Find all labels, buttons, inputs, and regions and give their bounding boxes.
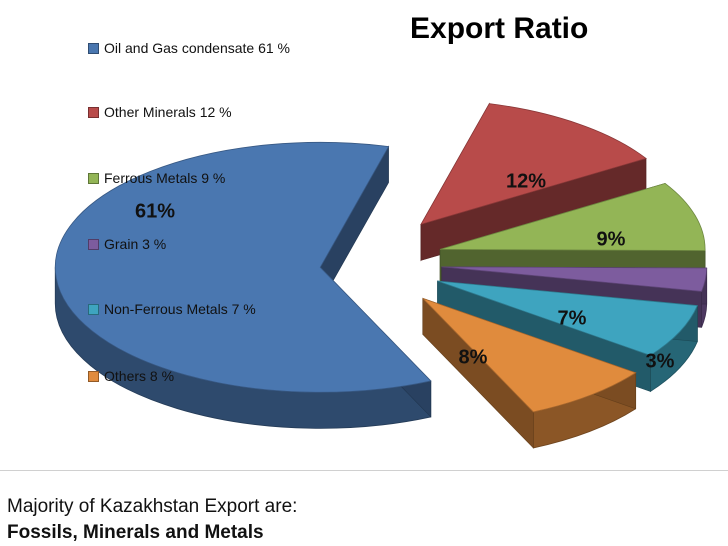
data-label-others: 8% — [458, 346, 488, 369]
caption: Majority of Kazakhstan Export are: Fossi… — [7, 494, 297, 546]
legend-label: Oil and Gas condensate 61 % — [104, 40, 291, 56]
slice-ferrous-metals — [439, 182, 706, 251]
slice-grain — [441, 266, 708, 292]
legend-item-other-minerals: Other Minerals 12 % — [88, 104, 232, 120]
legend-label: Other Minerals 12 % — [104, 104, 232, 120]
data-label-other-minerals: 12% — [505, 170, 547, 193]
slice-others — [422, 297, 637, 413]
slice-other-minerals — [420, 103, 647, 226]
legend-swatch — [88, 238, 99, 250]
data-label-non-ferrous-metals: 7% — [557, 307, 587, 330]
caption-line-1: Majority of Kazakhstan Export are: — [7, 496, 298, 517]
legend-swatch — [88, 370, 99, 382]
data-label-grain: 3% — [645, 350, 675, 373]
slice-oil-gas — [54, 141, 432, 393]
data-label-oil-gas: 61% — [134, 200, 176, 223]
slice-non-ferrous-metals — [437, 280, 698, 356]
chart-legend: Oil and Gas condensate 61 % Other Minera… — [88, 40, 408, 400]
legend-item-non-ferrous-metals: Non-Ferrous Metals 7 % — [88, 301, 256, 317]
legend-label: Ferrous Metals 9 % — [104, 170, 226, 186]
chart-title: Export Ratio — [410, 12, 589, 45]
legend-swatch — [88, 303, 99, 315]
legend-item-grain: Grain 3 % — [88, 236, 166, 252]
caption-line-2: Fossils, Minerals and Metals — [7, 522, 264, 543]
legend-swatch — [88, 106, 99, 118]
legend-item-others: Others 8 % — [88, 368, 174, 384]
legend-item-ferrous-metals: Ferrous Metals 9 % — [88, 170, 225, 186]
legend-item-oil-gas: Oil and Gas condensate 61 % — [88, 40, 290, 56]
legend-swatch — [88, 172, 99, 184]
legend-label: Others 8 % — [104, 368, 175, 384]
pie-chart — [54, 102, 708, 449]
divider-line — [0, 470, 728, 471]
legend-label: Grain 3 % — [104, 236, 167, 252]
legend-label: Non-Ferrous Metals 7 % — [104, 301, 256, 317]
legend-swatch — [88, 42, 99, 54]
data-label-ferrous-metals: 9% — [596, 228, 626, 251]
